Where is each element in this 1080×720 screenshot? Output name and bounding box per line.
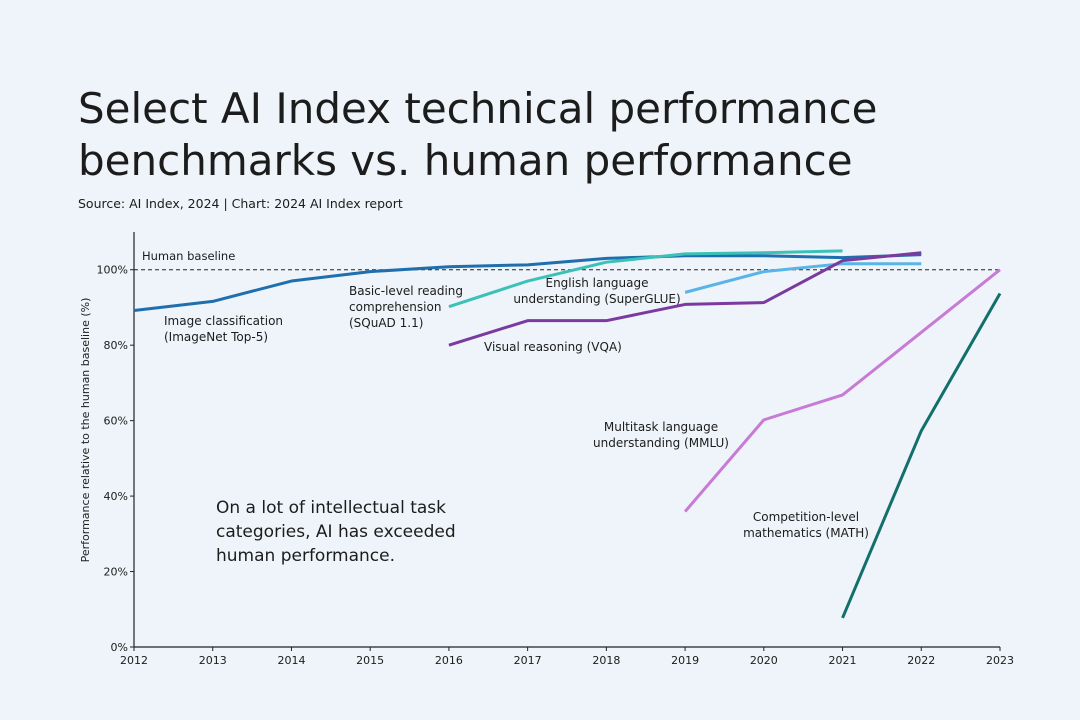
annotation: On a lot of intellectual task [216,498,446,518]
series-label: Image classification [164,314,283,328]
series-label: Visual reasoning (VQA) [484,340,622,354]
series-label: Basic-level reading [349,284,463,298]
series-label: understanding (MMLU) [593,436,729,450]
x-tick-label: 2022 [907,654,935,667]
x-tick-label: 2019 [671,654,699,667]
x-tick-label: 2020 [750,654,778,667]
y-axis-label: Performance relative to the human baseli… [79,298,92,563]
chart-title: benchmarks vs. human performance [78,136,853,185]
x-tick-label: 2014 [277,654,305,667]
y-tick-label: 0% [111,641,128,654]
chart-subtitle: Source: AI Index, 2024 | Chart: 2024 AI … [78,196,403,211]
x-tick-label: 2018 [592,654,620,667]
series-label: mathematics (MATH) [743,526,869,540]
series-line [841,292,1002,619]
series-line [448,249,843,309]
x-tick-label: 2012 [120,654,148,667]
x-tick-label: 2016 [435,654,463,667]
series-label: comprehension [349,300,441,314]
y-tick-label: 100% [97,264,128,277]
baseline-label: Human baseline [142,249,235,263]
series-label: understanding (SuperGLUE) [513,292,680,306]
chart-title: Select AI Index technical performance [78,84,878,133]
annotation: human performance. [216,546,395,566]
series-label: (ImageNet Top-5) [164,330,268,344]
x-tick-label: 2015 [356,654,384,667]
y-tick-label: 40% [104,490,128,503]
x-tick-label: 2013 [199,654,227,667]
series-label: Competition-level [753,510,859,524]
series-line [683,268,1001,513]
x-tick-label: 2023 [986,654,1014,667]
series-line [133,253,922,312]
x-tick-label: 2017 [514,654,542,667]
y-tick-label: 60% [104,415,128,428]
y-tick-label: 20% [104,566,128,579]
annotation: categories, AI has exceeded [216,522,456,542]
series-line [448,251,922,347]
series-label: (SQuAD 1.1) [349,316,423,330]
x-tick-label: 2021 [829,654,857,667]
y-tick-label: 80% [104,339,128,352]
series-label: English language [545,276,648,290]
series-label: Multitask language [604,420,718,434]
series-line [684,262,922,294]
